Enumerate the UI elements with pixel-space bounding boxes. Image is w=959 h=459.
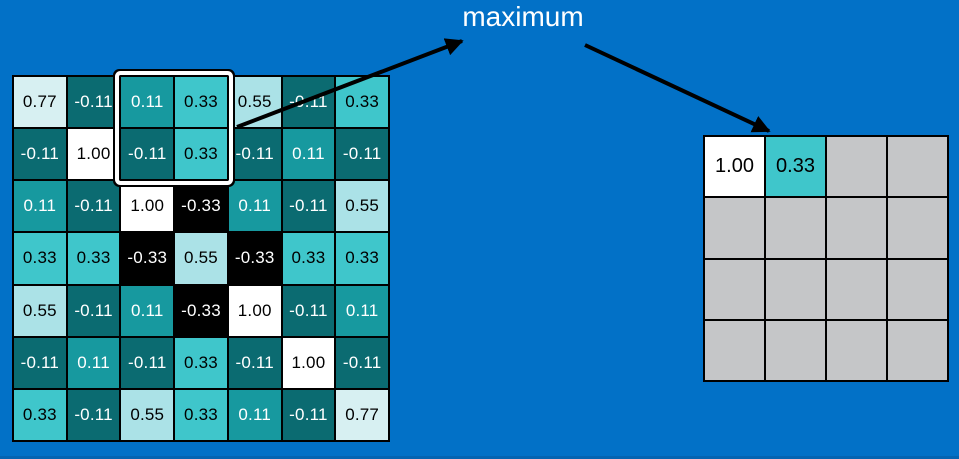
matrix-cell-r6c1: -0.11 (67, 389, 120, 440)
matrix-cell-r5c4: -0.11 (228, 337, 281, 388)
matrix-cell-r3c0: 0.33 (14, 233, 66, 284)
matrix-cell-r2c0: 0.11 (14, 181, 66, 232)
matrix-cell-r3c2: -0.33 (121, 233, 174, 284)
matrix-cell-r6c3: 0.33 (175, 389, 227, 440)
matrix-cell-r1c1: 1.00 (67, 129, 120, 180)
matrix-cell-r6c6: 0.77 (336, 389, 388, 440)
matrix-cell-r0c3: 0.33 (175, 77, 227, 128)
matrix-cell-r0c4: 0.55 (228, 77, 281, 128)
output-cell-r2c0 (705, 259, 764, 319)
matrix-cell-r4c5: -0.11 (282, 285, 335, 336)
matrix-cell-r6c2: 0.55 (121, 389, 174, 440)
output-cell-r2c3 (888, 259, 947, 319)
output-cell-r3c1 (766, 320, 825, 380)
matrix-cell-r3c5: 0.33 (282, 233, 335, 284)
matrix-cell-r4c6: 0.11 (336, 285, 388, 336)
output-cell-r1c0 (705, 198, 764, 258)
matrix-cell-r4c0: 0.55 (14, 285, 66, 336)
matrix-cell-r1c2: -0.11 (121, 129, 174, 180)
matrix-cell-r5c2: -0.11 (121, 337, 174, 388)
matrix-cell-r1c5: 0.11 (282, 129, 335, 180)
matrix-cell-r2c2: 1.00 (121, 181, 174, 232)
matrix-cell-r1c3: 0.33 (175, 129, 227, 180)
matrix-cell-r3c3: 0.55 (175, 233, 227, 284)
matrix-cell-r6c5: -0.11 (282, 389, 335, 440)
output-cell-r0c2 (827, 137, 886, 197)
matrix-cell-r3c1: 0.33 (67, 233, 120, 284)
matrix-cell-r6c4: 0.11 (228, 389, 281, 440)
matrix-cell-r5c1: 0.11 (67, 337, 120, 388)
output-cell-r3c0 (705, 320, 764, 380)
matrix-cell-r2c4: 0.11 (228, 181, 281, 232)
matrix-cell-r1c6: -0.11 (336, 129, 388, 180)
output-cell-r2c2 (827, 259, 886, 319)
output-cell-r1c2 (827, 198, 886, 258)
input-matrix: 0.77 -0.11 0.11 0.33 0.55 -0.11 0.33 -0.11 1.00-… (12, 75, 390, 442)
matrix-cell-r5c0: -0.11 (14, 337, 66, 388)
output-cell-r3c3 (888, 320, 947, 380)
matrix-cell-r3c6: 0.33 (336, 233, 388, 284)
matrix-cell-r2c6: 0.55 (336, 181, 388, 232)
output-cell-r0c3 (888, 137, 947, 197)
matrix-cell-r5c5: 1.00 (282, 337, 335, 388)
output-cell-r2c1 (766, 259, 825, 319)
matrix-cell-r4c1: -0.11 (67, 285, 120, 336)
matrix-cell-r0c6: 0.33 (336, 77, 388, 128)
matrix-cell-r4c3: -0.33 (175, 285, 227, 336)
matrix-cell-r2c5: -0.11 (282, 181, 335, 232)
matrix-cell-r4c4: 1.00 (228, 285, 281, 336)
bottom-edge-strip (0, 456, 959, 459)
matrix-cell-r5c6: -0.11 (336, 337, 388, 388)
arrow-maximum-to-output (584, 43, 771, 133)
output-cell-r1c1 (766, 198, 825, 258)
output-cell-r0c0: 1.00 (705, 137, 764, 197)
output-cell-r0c1: 0.33 (766, 137, 825, 197)
matrix-cell-r0c2: 0.11 (121, 77, 174, 128)
matrix-cell-r3c4: -0.33 (228, 233, 281, 284)
matrix-cell-r5c3: 0.33 (175, 337, 227, 388)
maximum-label: maximum (462, 1, 584, 32)
matrix-cell-r1c0: -0.11 (14, 129, 66, 180)
matrix-cell-r1c4: -0.11 (228, 129, 281, 180)
output-cell-r3c2 (827, 320, 886, 380)
matrix-cell-r0c1: -0.11 (67, 77, 120, 128)
matrix-cell-r2c1: -0.11 (67, 181, 120, 232)
matrix-cell-r4c2: 0.11 (121, 285, 174, 336)
matrix-cell-r6c0: 0.33 (14, 389, 66, 440)
matrix-cell-r0c5: -0.11 (282, 77, 335, 128)
matrix-cell-r2c3: -0.33 (175, 181, 227, 232)
output-cell-r1c3 (888, 198, 947, 258)
matrix-cell-r0c0: 0.77 (14, 77, 66, 128)
output-matrix: 1.00 0.33 (703, 135, 949, 382)
